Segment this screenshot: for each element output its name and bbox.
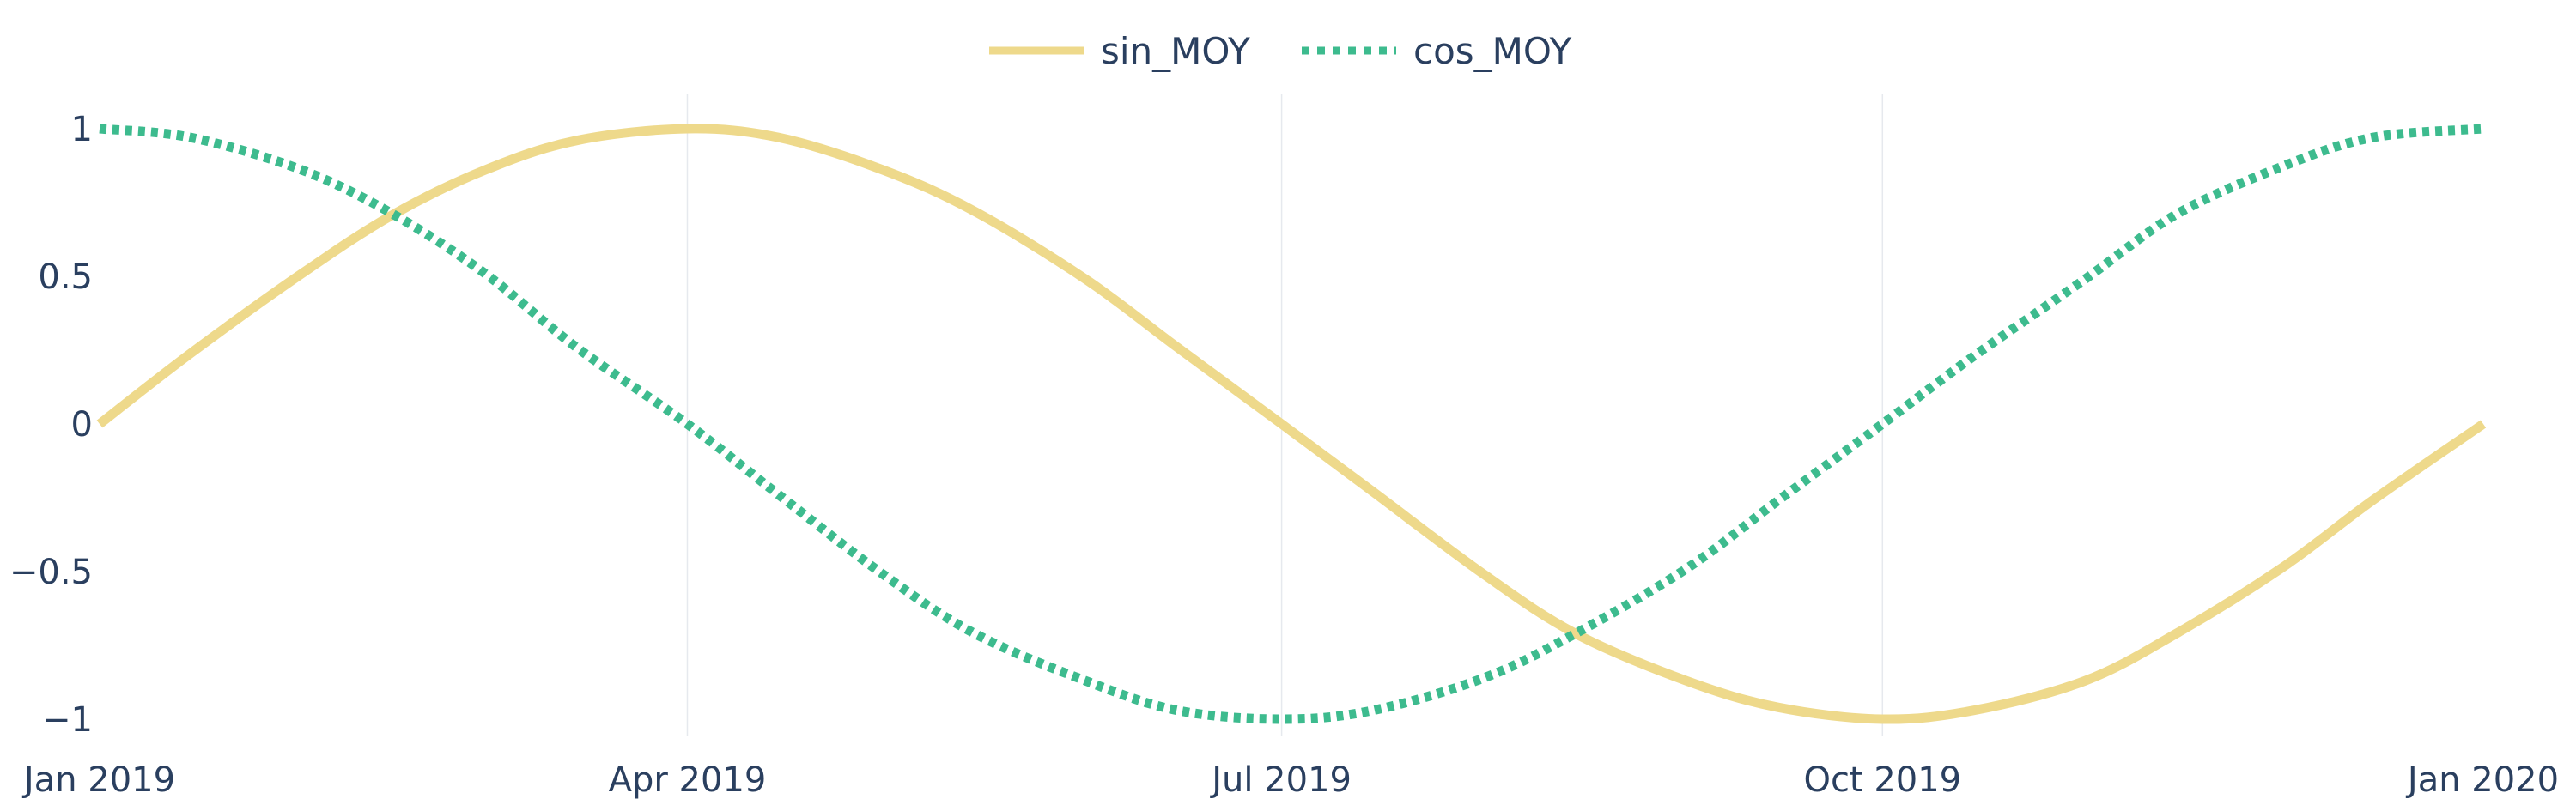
- series-lines: [96, 124, 2487, 724]
- x-tick-label: Jan 2019: [21, 760, 175, 800]
- grid-lines: [686, 94, 1884, 736]
- legend-label-cos-moy: cos_MOY: [1413, 30, 1572, 72]
- x-tick-label: Oct 2019: [1803, 760, 1961, 800]
- legend-label-sin-moy: sin_MOY: [1101, 30, 1250, 72]
- legend: sin_MOY cos_MOY: [989, 30, 1572, 72]
- y-tick-label: 1: [71, 110, 93, 149]
- x-tick-label: Jul 2019: [1209, 760, 1352, 800]
- y-tick-label: 0.5: [38, 257, 93, 297]
- x-tick-label: Apr 2019: [609, 760, 767, 800]
- x-tick-label: Jan 2020: [2405, 760, 2559, 800]
- y-tick-label: −0.5: [9, 553, 93, 592]
- y-tick-label: 0: [71, 405, 93, 445]
- series-line-cos-moy: [99, 124, 2484, 724]
- y-axis-tick-labels: 1 0.5 0 −0.5 −1: [9, 110, 93, 740]
- x-axis-tick-labels: Jan 2019 Apr 2019 Jul 2019 Oct 2019 Jan 2020: [21, 760, 2559, 800]
- series-line-sin-moy: [96, 124, 2487, 724]
- y-tick-label: −1: [42, 700, 93, 740]
